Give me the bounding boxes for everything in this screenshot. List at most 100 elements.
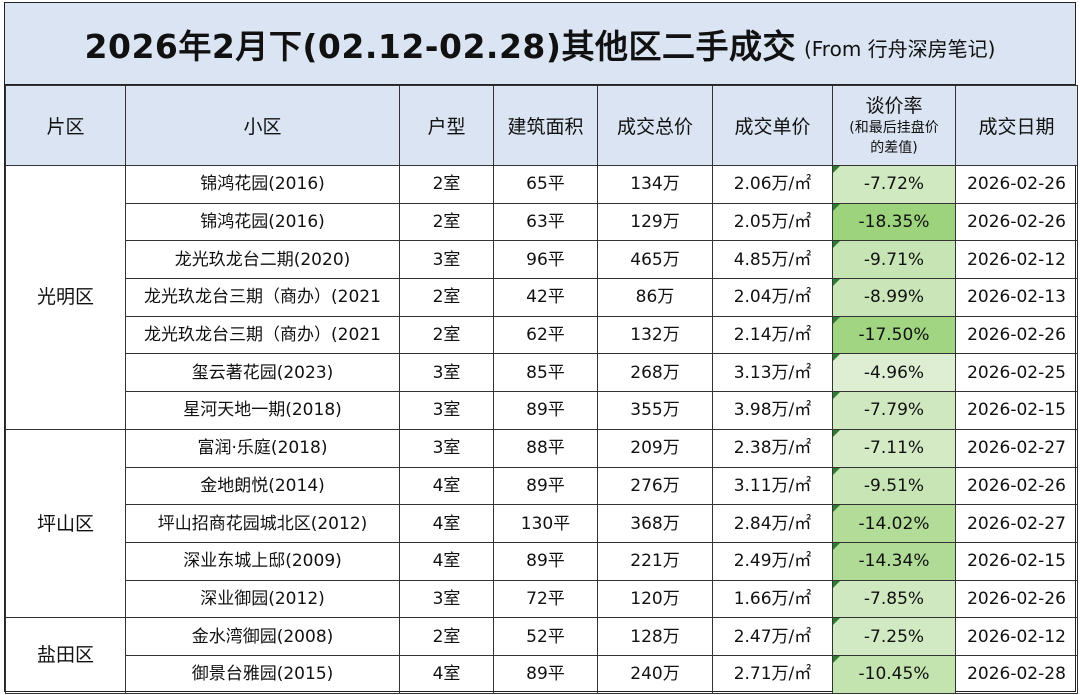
community-cell: 玺云著花园(2023) xyxy=(125,353,400,393)
table-row: 御景台雅园(2015) 4室 89平 240万 2.71万/㎡ -10.45% 2026-0… xyxy=(6,654,1078,694)
title-source: (From 行舟深房笔记) xyxy=(803,37,996,61)
header-discount-line3: 的差值) xyxy=(870,139,918,156)
area-cell: 88平 xyxy=(493,428,598,468)
table-row: 星河天地一期(2018) 3室 89平 355万 3.98万/㎡ -7.79% 2026-0… xyxy=(6,391,1078,430)
layout-cell: 3室 xyxy=(399,428,494,468)
layout-cell: 2室 xyxy=(399,202,494,242)
district-cell: 坪山区 xyxy=(5,428,126,619)
header-date: 成交日期 xyxy=(955,85,1078,166)
community-cell: 星河天地一期(2018) xyxy=(125,391,400,430)
discount-rate-cell: -8.99% xyxy=(832,278,956,317)
area-cell: 89平 xyxy=(493,391,598,430)
unit-price-cell: 3.13万/㎡ xyxy=(712,353,833,393)
area-cell: 89平 xyxy=(493,541,598,581)
unit-price-cell: 2.84万/㎡ xyxy=(712,504,833,543)
total-price-cell: 268万 xyxy=(597,353,713,393)
area-cell: 62平 xyxy=(493,315,598,355)
title-main: 2026年2月下(02.12-02.28)其他区二手成交 xyxy=(84,26,796,66)
unit-price-cell: 2.05万/㎡ xyxy=(712,202,833,242)
total-price-cell: 129万 xyxy=(597,202,713,242)
area-cell: 72平 xyxy=(493,579,598,619)
discount-rate-cell: -7.79% xyxy=(832,391,956,430)
unit-price-cell: 2.47万/㎡ xyxy=(712,617,833,656)
header-district: 片区 xyxy=(5,85,126,166)
unit-price-cell: 2.71万/㎡ xyxy=(712,654,833,694)
unit-price-cell: 2.04万/㎡ xyxy=(712,278,833,317)
area-cell: 130平 xyxy=(493,504,598,543)
date-cell: 2026-02-15 xyxy=(955,541,1078,581)
layout-cell: 2室 xyxy=(399,315,494,355)
header-total-price: 成交总价 xyxy=(597,85,713,166)
discount-rate-cell: -10.45% xyxy=(832,654,956,694)
discount-rate-cell: -9.71% xyxy=(832,240,956,280)
date-cell: 2026-02-25 xyxy=(955,353,1078,393)
date-cell: 2026-02-13 xyxy=(955,278,1078,317)
area-cell: 63平 xyxy=(493,202,598,242)
area-cell: 89平 xyxy=(493,466,598,506)
discount-rate-cell: -4.96% xyxy=(832,353,956,393)
table-row: 龙光玖龙台二期(2020) 3室 96平 465万 4.85万/㎡ -9.71% 2026-… xyxy=(6,240,1078,280)
discount-rate-cell: -7.25% xyxy=(832,617,956,656)
total-price-cell: 120万 xyxy=(597,579,713,619)
total-price-cell: 209万 xyxy=(597,428,713,468)
total-price-cell: 276万 xyxy=(597,466,713,506)
table-row: 坪山区 富润·乐庭(2018) 3室 88平 209万 2.38万/㎡ -7.11% 2026… xyxy=(5,428,1078,619)
layout-cell: 3室 xyxy=(399,240,494,280)
community-cell: 御景台雅园(2015) xyxy=(125,654,400,694)
layout-cell: 2室 xyxy=(399,617,494,656)
community-cell: 龙光玖龙台三期（商办）(2021 xyxy=(125,278,400,317)
header-discount-line1: 谈价率 xyxy=(865,94,923,117)
date-cell: 2026-02-26 xyxy=(955,315,1078,355)
header-community: 小区 xyxy=(125,85,400,166)
table-row: 锦鸿花园(2016) 2室 63平 129万 2.05万/㎡ -18.35% 2026-02… xyxy=(6,202,1078,242)
header-row: 片区 小区 户型 建筑面积 成交总价 成交单价 谈价率 (和最后挂盘价 的差值)… xyxy=(5,85,1078,166)
unit-price-cell: 3.98万/㎡ xyxy=(712,391,833,430)
total-price-cell: 240万 xyxy=(597,654,713,694)
discount-rate-cell: -7.11% xyxy=(832,428,956,468)
unit-price-cell: 2.49万/㎡ xyxy=(712,541,833,581)
date-cell: 2026-02-26 xyxy=(955,579,1078,619)
date-cell: 2026-02-28 xyxy=(955,654,1078,694)
layout-cell: 2室 xyxy=(399,278,494,317)
table-row: 坪山招商花园城北区(2012) 4室 130平 368万 2.84万/㎡ -14.02% 2… xyxy=(6,504,1078,543)
community-cell: 金地朗悦(2014) xyxy=(125,466,400,506)
total-price-cell: 355万 xyxy=(597,391,713,430)
community-cell: 锦鸿花园(2016) xyxy=(125,202,400,242)
transaction-sheet: 2026年2月下(02.12-02.28)其他区二手成交 (From 行舟深房笔… xyxy=(4,2,1078,694)
unit-price-cell: 2.14万/㎡ xyxy=(712,315,833,355)
area-cell: 52平 xyxy=(493,617,598,656)
total-price-cell: 465万 xyxy=(597,240,713,280)
table-row: 深业东城上邸(2009) 4室 89平 221万 2.49万/㎡ -14.34% 2026-… xyxy=(6,541,1078,581)
table-row: 玺云著花园(2023) 3室 85平 268万 3.13万/㎡ -4.96% 2026-02… xyxy=(6,353,1078,393)
layout-cell: 4室 xyxy=(399,541,494,581)
table-row: 光明区 锦鸿花园(2016) 2室 65平 134万 2.06万/㎡ -7.72% 2026-… xyxy=(5,165,1078,430)
total-price-cell: 134万 xyxy=(597,165,713,204)
date-cell: 2026-02-12 xyxy=(955,617,1078,656)
table-row: 金地朗悦(2014) 4室 89平 276万 3.11万/㎡ -9.51% 2026-02-… xyxy=(6,466,1078,506)
community-cell: 深业御园(2012) xyxy=(125,579,400,619)
community-cell: 锦鸿花园(2016) xyxy=(125,165,400,204)
discount-rate-cell: -18.35% xyxy=(832,202,956,242)
layout-cell: 3室 xyxy=(399,579,494,619)
layout-cell: 2室 xyxy=(399,165,494,204)
date-cell: 2026-02-15 xyxy=(955,391,1078,430)
table-row: 龙光玖龙台三期（商办）(2021 2室 42平 86万 2.04万/㎡ -8.99% 202… xyxy=(6,278,1078,317)
area-cell: 85平 xyxy=(493,353,598,393)
sheet-title: 2026年2月下(02.12-02.28)其他区二手成交 (From 行舟深房笔… xyxy=(5,3,1075,85)
community-cell: 龙光玖龙台三期（商办）(2021 xyxy=(125,315,400,355)
community-cell: 深业东城上邸(2009) xyxy=(125,541,400,581)
unit-price-cell: 4.85万/㎡ xyxy=(712,240,833,280)
district-cell: 盐田区 xyxy=(5,617,126,694)
unit-price-cell: 3.11万/㎡ xyxy=(712,466,833,506)
header-discount-rate: 谈价率 (和最后挂盘价 的差值) xyxy=(832,85,956,166)
date-cell: 2026-02-12 xyxy=(955,240,1078,280)
date-cell: 2026-02-27 xyxy=(955,428,1078,468)
table-body: 光明区 锦鸿花园(2016) 2室 65平 134万 2.06万/㎡ -7.72% 2026-… xyxy=(5,165,1078,694)
transaction-table: 片区 小区 户型 建筑面积 成交总价 成交单价 谈价率 (和最后挂盘价 的差值)… xyxy=(5,85,1078,694)
total-price-cell: 128万 xyxy=(597,617,713,656)
date-cell: 2026-02-26 xyxy=(955,202,1078,242)
discount-rate-cell: -7.85% xyxy=(832,579,956,619)
total-price-cell: 132万 xyxy=(597,315,713,355)
layout-cell: 3室 xyxy=(399,353,494,393)
date-cell: 2026-02-26 xyxy=(955,466,1078,506)
